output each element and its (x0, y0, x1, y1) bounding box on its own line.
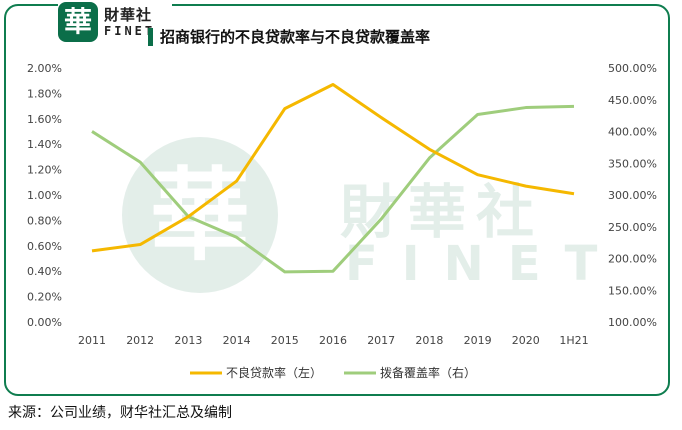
x-tick-label: 2018 (415, 334, 443, 347)
right-tick-label: 250.00% (608, 221, 657, 234)
finet-logo: 華 財華社 FINET (58, 0, 172, 44)
watermark: 華 財華社 FINET (122, 137, 621, 293)
right-tick-label: 400.00% (608, 126, 657, 139)
left-tick-label: 0.00% (27, 316, 62, 329)
watermark-seal-char: 華 (150, 156, 250, 274)
left-tick-label: 1.00% (27, 189, 62, 202)
x-tick-label: 1H21 (559, 334, 588, 347)
source-note: 来源：公司业绩，财华社汇总及编制 (8, 405, 232, 421)
legend-label-npl: 不良贷款率（左） (226, 365, 322, 380)
x-tick-label: 2012 (126, 334, 154, 347)
npl-ratio-line (91, 83, 575, 253)
legend-label-coverage: 拨备覆盖率（右） (380, 365, 476, 380)
x-tick-label: 2013 (174, 334, 202, 347)
left-tick-label: 0.80% (27, 214, 62, 227)
left-tick-label: 1.20% (27, 164, 62, 177)
title-accent-bar (148, 28, 153, 46)
logo-seal: 華 (58, 2, 98, 42)
x-tick-label: 2015 (271, 334, 299, 347)
x-tick-label: 2019 (464, 334, 492, 347)
right-axis-ticks: 100.00% 150.00% 200.00% 250.00% 300.00% 350.0… (608, 62, 657, 329)
x-tick-label: 2011 (78, 334, 106, 347)
left-tick-label: 1.40% (27, 138, 62, 151)
x-tick-label: 2020 (512, 334, 540, 347)
right-tick-label: 450.00% (608, 94, 657, 107)
left-tick-label: 1.80% (27, 87, 62, 100)
left-tick-label: 0.40% (27, 265, 62, 278)
chart-title: 招商银行的不良贷款率与不良贷款覆盖率 (160, 28, 431, 46)
x-tick-label: 2017 (367, 334, 395, 347)
right-tick-label: 300.00% (608, 189, 657, 202)
right-tick-label: 200.00% (608, 253, 657, 266)
right-tick-label: 350.00% (608, 157, 657, 170)
legend: 不良贷款率（左） 拨备覆盖率（右） (190, 365, 476, 380)
x-tick-label: 2016 (319, 334, 347, 347)
right-tick-label: 500.00% (608, 62, 657, 75)
logo-name-en: FINET (104, 24, 156, 38)
watermark-name-en: FINET (345, 236, 621, 292)
logo-name-cn: 財華社 (104, 6, 153, 24)
x-tick-label: 2014 (223, 334, 251, 347)
coverage-ratio-line (91, 104, 575, 274)
x-axis-ticks: 2011 2012 2013 2014 2015 2016 2017 2018 2019 2020… (78, 334, 589, 347)
left-axis-ticks: 0.00% 0.20% 0.40% 0.60% 0.80% 1.00% 1.20% 1.40%… (27, 62, 62, 329)
left-tick-label: 1.60% (27, 113, 62, 126)
left-tick-label: 2.00% (27, 62, 62, 75)
left-tick-label: 0.60% (27, 240, 62, 253)
chart-frame (4, 4, 670, 396)
right-tick-label: 150.00% (608, 284, 657, 297)
left-tick-label: 0.20% (27, 291, 62, 304)
right-tick-label: 100.00% (608, 316, 657, 329)
watermark-name-cn: 財華社 (340, 178, 544, 246)
